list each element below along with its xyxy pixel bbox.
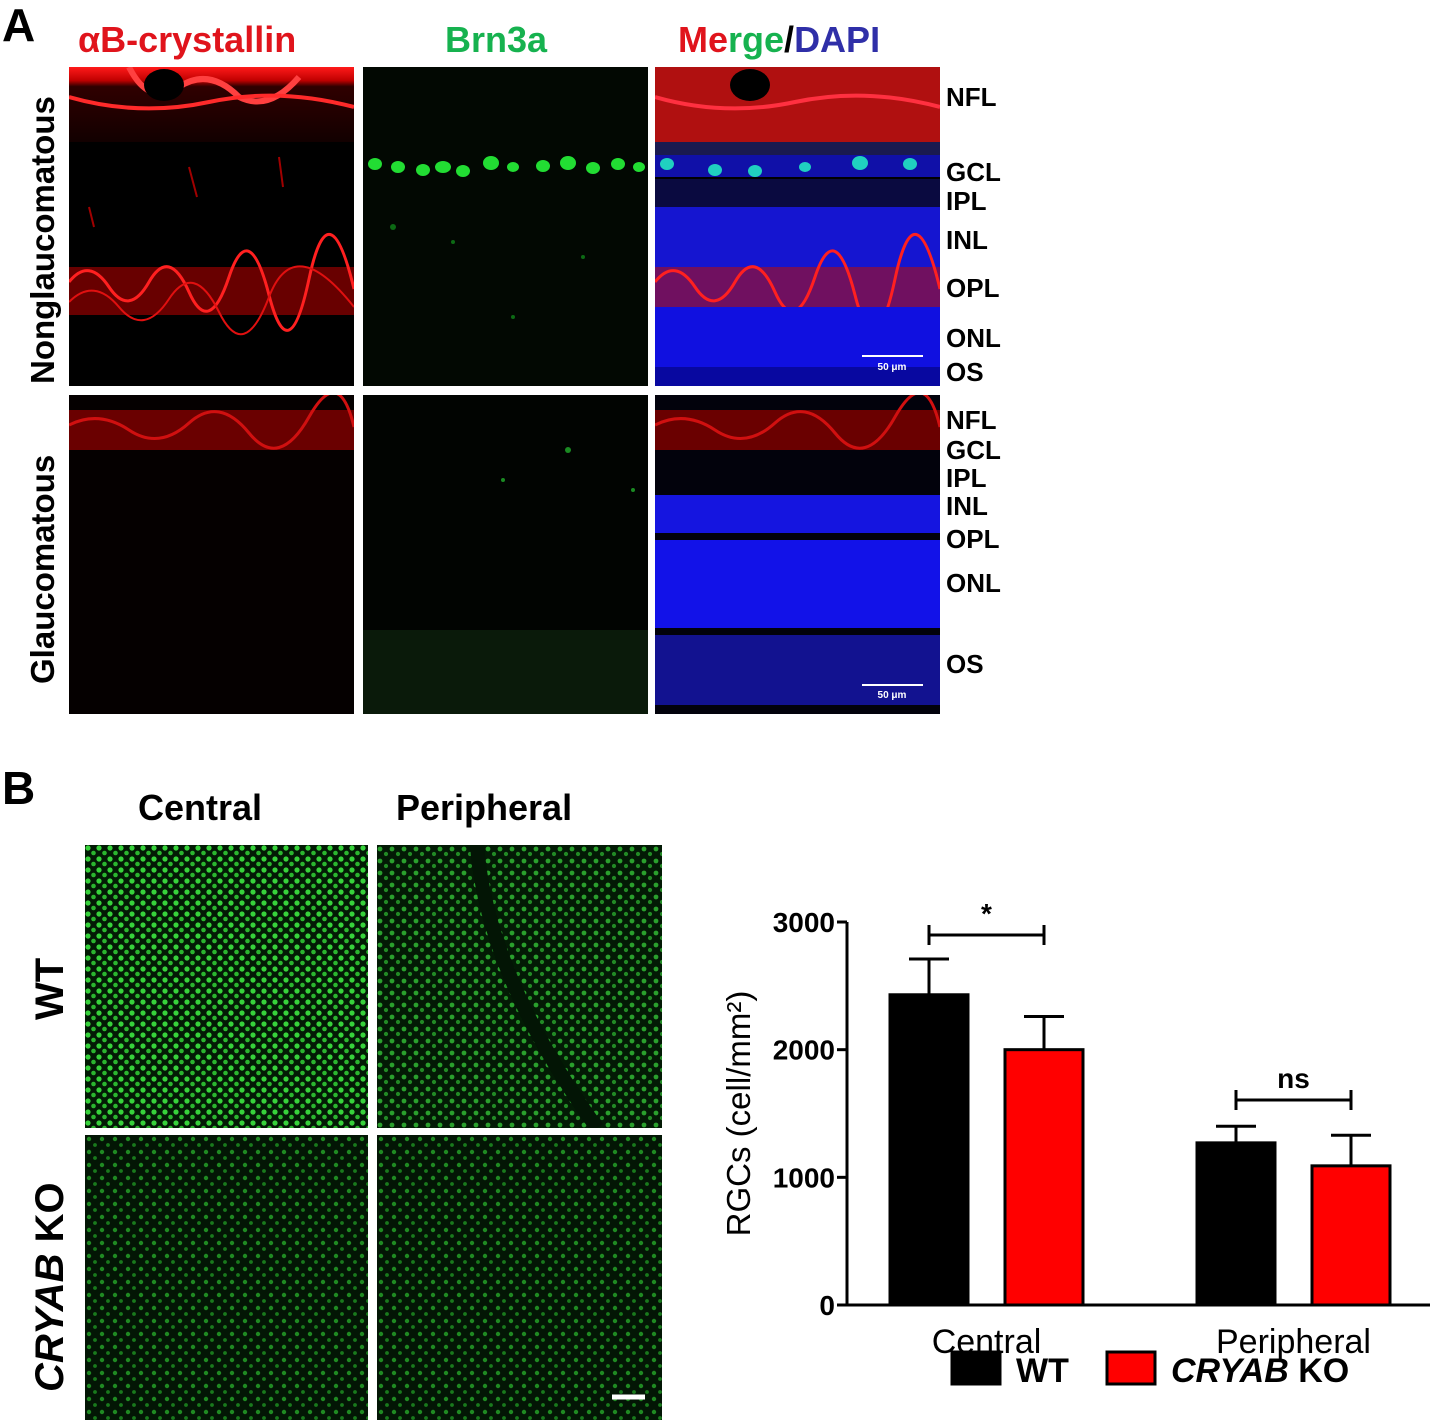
legend-gene-1: CRYAB [1171, 1352, 1289, 1390]
scale-bar-label-bottom: 50 μm [878, 690, 907, 701]
bar-peripheral-1 [1310, 1164, 1392, 1307]
x-tick-label-1: Peripheral [1216, 1323, 1371, 1361]
col-header-merge-dapi: Merge/DAPI [678, 22, 880, 58]
flatmount-wt-central [85, 845, 368, 1128]
retina-merge-bottom: 50 μm [655, 395, 940, 714]
layer-label-bottom-5: ONL [946, 568, 1001, 598]
merge-part-green: rge [728, 19, 785, 60]
row-label-nonglaucomatous: Nonglaucomatous [24, 96, 61, 384]
retina-green-stain-bottom [363, 395, 648, 714]
layer-label-top-2: IPL [946, 186, 987, 216]
legend-suffix-1: KO [1289, 1352, 1349, 1390]
chart-bars: Central Peripheral [888, 957, 1392, 1361]
scale-bar-label-top: 50 μm [878, 362, 907, 373]
row-label-cryab-ko: CRYAB KO [28, 1182, 72, 1392]
flatmount-ko-central-img [85, 1135, 368, 1420]
retina-merge-top: 50 μm [655, 67, 940, 386]
flatmount-ko-peripheral-img [377, 1135, 662, 1420]
row-label-ko-suffix: KO [28, 1182, 72, 1254]
layer-label-bottom-4: OPL [946, 524, 1000, 554]
bar-central-1 [1003, 1048, 1085, 1307]
merge-slash: / [784, 19, 795, 60]
micrograph-glaucomatous-merge: 50 μm [655, 395, 940, 714]
row-label-glaucomatous: Glaucomatous [24, 454, 61, 684]
micrograph-glaucomatous-brn3a [363, 395, 648, 714]
retina-red-stain-top [69, 67, 354, 336]
col-header-central: Central [138, 787, 263, 828]
panel-a-letter: A [2, 0, 36, 51]
layer-label-top-6: OS [946, 357, 984, 387]
panel-b-letter: B [2, 762, 36, 814]
y-tick-label-3: 3000 [773, 907, 835, 938]
merge-part-dapi: DAPI [794, 19, 881, 60]
col-header-alphab-crystallin: αB-crystallin [78, 19, 297, 60]
row-label-cryab-gene: CRYAB [28, 1253, 72, 1392]
legend-label-0: WT [1016, 1352, 1069, 1390]
micrograph-nonglaucomatous-brn3a [363, 67, 648, 386]
micrograph-glaucomatous-alphab-crystallin [69, 395, 354, 714]
y-tick-label-0: 0 [819, 1290, 835, 1321]
layer-label-top-4: OPL [946, 273, 1000, 303]
layer-label-top-3: INL [946, 225, 988, 255]
flatmount-wt-peripheral [377, 845, 662, 1128]
col-header-peripheral: Peripheral [396, 787, 573, 828]
layer-label-top-0: NFL [946, 82, 997, 112]
layer-label-top-5: ONL [946, 323, 1001, 353]
chart-legend: WT CRYAB KO [950, 1350, 1349, 1390]
layer-label-bottom-6: OS [946, 649, 984, 679]
micrograph-nonglaucomatous-merge: 50 μm [655, 67, 940, 386]
flatmount-wt-peripheral-img [377, 845, 662, 1128]
retina-red-stain-bottom [69, 395, 354, 714]
legend-label-1: CRYAB KO [1171, 1352, 1349, 1390]
layer-label-top-1: GCL [946, 157, 1001, 187]
legend-swatch-1 [1105, 1350, 1157, 1386]
legend-suffix-0: WT [1016, 1352, 1069, 1390]
legend-swatch-0 [950, 1350, 1002, 1386]
bar-peripheral-0 [1195, 1141, 1277, 1307]
col-header-brn3a: Brn3a [445, 19, 548, 60]
layer-label-bottom-2: IPL [946, 463, 987, 493]
flatmount-ko-peripheral [377, 1135, 662, 1420]
chart-axes: 0 1000 2000 3000 [773, 907, 1430, 1321]
flatmount-wt-central-img [85, 845, 368, 1128]
y-axis-label: RGCs (cell/mm²) [720, 991, 757, 1237]
flatmount-ko-central [85, 1135, 368, 1420]
layer-label-bottom-1: GCL [946, 435, 1001, 465]
sig-label-0: * [981, 898, 992, 929]
y-tick-label-2: 2000 [773, 1035, 835, 1066]
bar-central-0 [888, 993, 970, 1307]
retina-green-stain-top [363, 67, 648, 386]
chart-significance: * ns [927, 898, 1353, 1110]
rgc-bar-chart: 0 1000 2000 3000 Central Peripheral * ns WT CR… [720, 898, 1430, 1390]
layer-label-bottom-0: NFL [946, 405, 997, 435]
sig-label-1: ns [1277, 1063, 1310, 1094]
merge-part-red: Me [678, 19, 729, 60]
row-label-wt: WT [28, 957, 72, 1020]
micrograph-nonglaucomatous-alphab-crystallin [69, 67, 354, 386]
layer-label-bottom-3: INL [946, 491, 988, 521]
y-tick-label-1: 1000 [773, 1162, 835, 1193]
